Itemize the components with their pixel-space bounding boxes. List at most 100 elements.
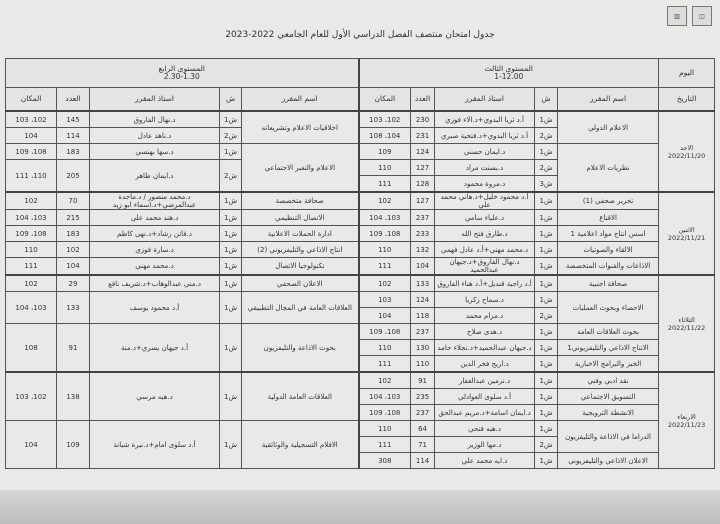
l3-count: 127 xyxy=(410,159,436,176)
photo-background xyxy=(0,490,720,524)
l3-room: 110 xyxy=(357,241,412,258)
l3-section: ش1 xyxy=(534,209,559,226)
l3-course-name: الالقاء والصوتيات xyxy=(557,241,660,258)
l3-course-name: الاعلام الدولي xyxy=(557,110,660,144)
l4-section: ش1 xyxy=(219,241,243,258)
l4-room: 103، 104 xyxy=(4,291,58,324)
l4-professor: د.محمد مهني xyxy=(89,257,221,276)
l3-count: 233 xyxy=(410,225,436,242)
l4-room: 102 xyxy=(4,274,58,292)
l4-count: 114 xyxy=(56,127,91,144)
l4-section: ش1 xyxy=(219,274,243,292)
l4-section: ش1 xyxy=(219,257,243,276)
l4-section: ش1 xyxy=(219,143,243,160)
l3-room: 102 xyxy=(357,274,412,292)
day-date-cell: الاحد 2022/11/20 xyxy=(658,110,716,193)
l3-course-name: الاذاعات والقنوات المتخصصة xyxy=(557,257,660,276)
l4-course-name: بحوث الاذاعة والتليفزيون xyxy=(241,323,360,373)
l3-count: 124 xyxy=(410,143,436,160)
l3-section: ش1 xyxy=(534,388,559,405)
l3-professor: د.محمد مهني+أ.د عادل فهمي xyxy=(434,241,536,258)
l3-section: ش1 xyxy=(534,110,559,128)
l3-count: 133 xyxy=(410,274,436,292)
l4-course-name: اخلاقيات الاعلام وتشريعاته xyxy=(241,110,360,144)
level4-header: المستوى الرابع 2.30-1.30 xyxy=(4,58,360,88)
l3-course-header: اسم المقرر xyxy=(557,87,660,112)
table-row: الدراما في الاذاعة والتليفزيون ش1 د.هبه فت… xyxy=(4,420,715,469)
l3-professor: د.نهال الفاروق+د.جيهان عبدالحميد xyxy=(434,257,536,276)
l3-professor: د.مروة محمود xyxy=(434,175,536,193)
table-row: الاثنين 2022/11/21 تحرير صحفي (1) ش1 أ.د محم… xyxy=(4,191,716,276)
day-name: الاحد xyxy=(680,143,694,152)
l3-room: 110 xyxy=(357,339,412,356)
l4-professor: د.مني عبدالوهاب+د.شريف نافع xyxy=(89,274,221,292)
l4-professor: د.محمد منصور / د.ماجدة عبدالمرضي+د.اسماء… xyxy=(89,191,221,210)
l3-section: ش1 xyxy=(534,143,559,160)
l4-professor: د.سارة فوزي xyxy=(89,241,221,258)
l4-room: 108، 109 xyxy=(4,143,58,160)
l3-count: 231 xyxy=(410,127,436,144)
level4-time: 2.30-1.30 xyxy=(163,72,200,81)
day-name: الاثنين xyxy=(678,225,695,234)
l4-professor: أ.د جيهان يسري+د.منة xyxy=(89,323,221,373)
l3-section-header: ش xyxy=(534,87,559,112)
l4-professor: د.نهال الفاروق xyxy=(89,110,221,128)
l4-room: 108 xyxy=(4,323,58,373)
l3-course-name: الاقناع xyxy=(557,209,660,226)
l3-professor: د.ايمان اسامة+د.مريم عبدالحق xyxy=(434,404,536,421)
l4-section: ش1 xyxy=(219,225,243,242)
day-date-cell: الاربعاء 2022/11/23 xyxy=(658,371,716,469)
l3-count: 128 xyxy=(410,175,436,193)
l3-count: 114 xyxy=(410,452,436,469)
l3-course-name: اسس انتاج مواد اعلامية 1 xyxy=(557,225,660,242)
day-name: الثلاثاء xyxy=(678,315,695,324)
l4-section: ش1 xyxy=(219,323,243,373)
faculty-logo: ◫ xyxy=(692,6,712,26)
l3-course-name: الاعلان الاذاعي والتليفزيوني xyxy=(557,452,660,469)
l3-professor: د.ايه محمد علي xyxy=(434,452,536,469)
table-row: ش2 أ.د ثريا البدوي+د.فتحية صبري 231 104، 10… xyxy=(4,127,715,144)
l3-count: 91 xyxy=(410,371,436,389)
l4-section: ش1 xyxy=(219,110,243,128)
l3-professor: أ.د سلوى العوادلي xyxy=(434,388,536,405)
l3-count: 237 xyxy=(410,404,436,421)
l4-professor: أ.د سلوى امام+د.نيرة شبانة xyxy=(89,420,221,469)
l3-room: 102 xyxy=(357,191,412,210)
table-row: الاحصاء وبحوث العمليات ش1 د.سماح زكريا 124 1… xyxy=(4,291,715,324)
table-row: الاذاعات والقنوات المتخصصة ش1 د.نهال الفار… xyxy=(4,257,715,276)
l3-section: ش1 xyxy=(534,452,559,469)
l4-count: 70 xyxy=(56,191,91,210)
l3-section: ش1 xyxy=(534,241,559,258)
day-header: اليوم xyxy=(658,58,716,88)
l4-course-name: انتاج الاذاعي والتليفزيوني (2) xyxy=(241,241,360,258)
l3-section: ش2 xyxy=(534,307,559,324)
l3-course-name: الدراما في الاذاعة والتليفزيون xyxy=(557,420,660,453)
exam-date: 2022/11/20 xyxy=(667,151,706,160)
l4-count: 183 xyxy=(56,225,91,242)
l4-count: 91 xyxy=(56,323,91,373)
l4-section-header: ش xyxy=(219,87,243,112)
l4-section: ش2 xyxy=(219,127,243,144)
l3-section: ش1 xyxy=(534,291,559,308)
l4-professor-header: استاذ المقرر xyxy=(89,87,221,112)
l3-count: 235 xyxy=(410,388,436,405)
l3-section: ش1 xyxy=(534,404,559,421)
l3-count: 104 xyxy=(410,257,436,276)
l3-course-name: الانشطة الترويجية xyxy=(557,404,660,421)
l4-course-name: العلاقات العامة الدولية xyxy=(241,371,360,421)
l3-count: 110 xyxy=(410,355,436,373)
table-row: بحوث العلاقات العامة ش1 د.هدى صلاح 237 108، … xyxy=(4,323,715,373)
l3-count: 64 xyxy=(410,420,436,437)
table-row: الثلاثاء 2022/11/22 صحافة اجنبية ش1 أ.د راجي… xyxy=(4,274,716,373)
l4-room: 104 xyxy=(4,127,58,144)
l3-room: 108، 109 xyxy=(357,404,412,421)
l4-course-name: الافلام التسجيلية والوثائقية xyxy=(241,420,360,469)
l4-count-header: العدد xyxy=(56,87,91,112)
table-row: ش2 د.بسنت مراد 127 110 ش2 د.ايمان طاهر 205 110،… xyxy=(4,159,715,193)
l3-count: 130 xyxy=(410,339,436,356)
table-row: الاربعاء 2022/11/23 نقد ادبي وفني ش1 د.نرمين… xyxy=(4,371,716,469)
l4-course-name: ادارة الحملات الاعلانية xyxy=(241,225,360,242)
l3-professor: د.ايمان حسني xyxy=(434,143,536,160)
l4-section: ش1 xyxy=(219,420,243,469)
l3-professor-header: استاذ المقرر xyxy=(434,87,536,112)
